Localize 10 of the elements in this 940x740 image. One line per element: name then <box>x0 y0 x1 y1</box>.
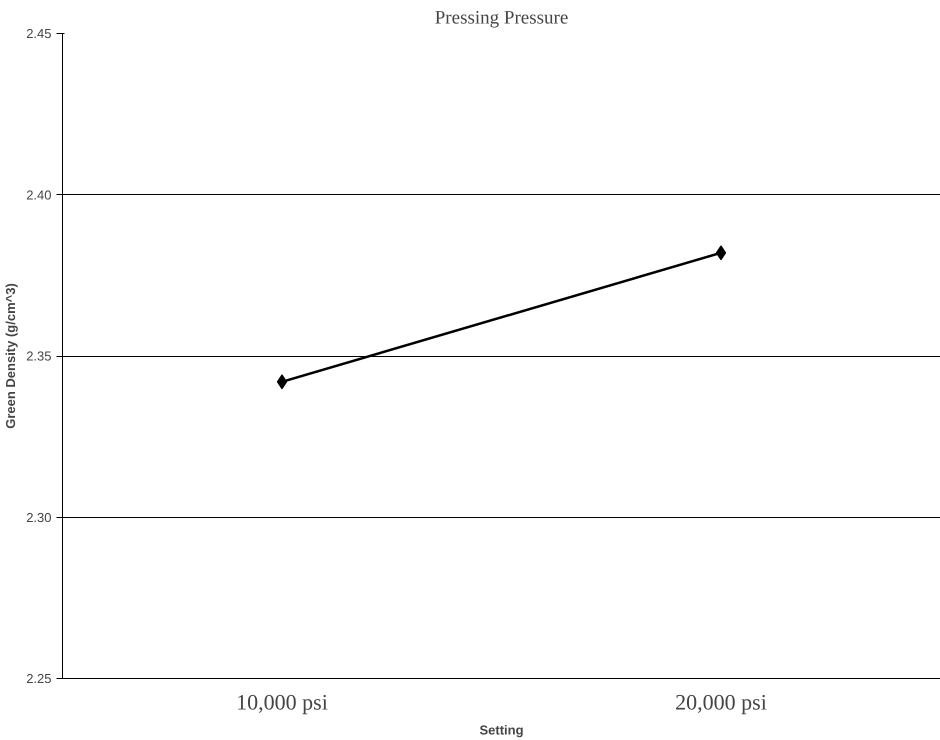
x-tick-label: 10,000 psi <box>236 690 328 714</box>
y-tick-label: 2.40 <box>26 187 52 202</box>
y-axis-title: Green Density (g/cm^3) <box>3 283 18 429</box>
y-tick-label: 2.30 <box>26 510 52 525</box>
y-tick-label: 2.35 <box>26 348 52 364</box>
y-tick-label: 2.25 <box>26 671 52 686</box>
x-axis-title: Setting <box>479 722 524 738</box>
y-tick-label: 2.45 <box>26 26 52 41</box>
x-tick-label: 20,000 psi <box>675 690 767 714</box>
chart-title: Pressing Pressure <box>434 8 568 28</box>
